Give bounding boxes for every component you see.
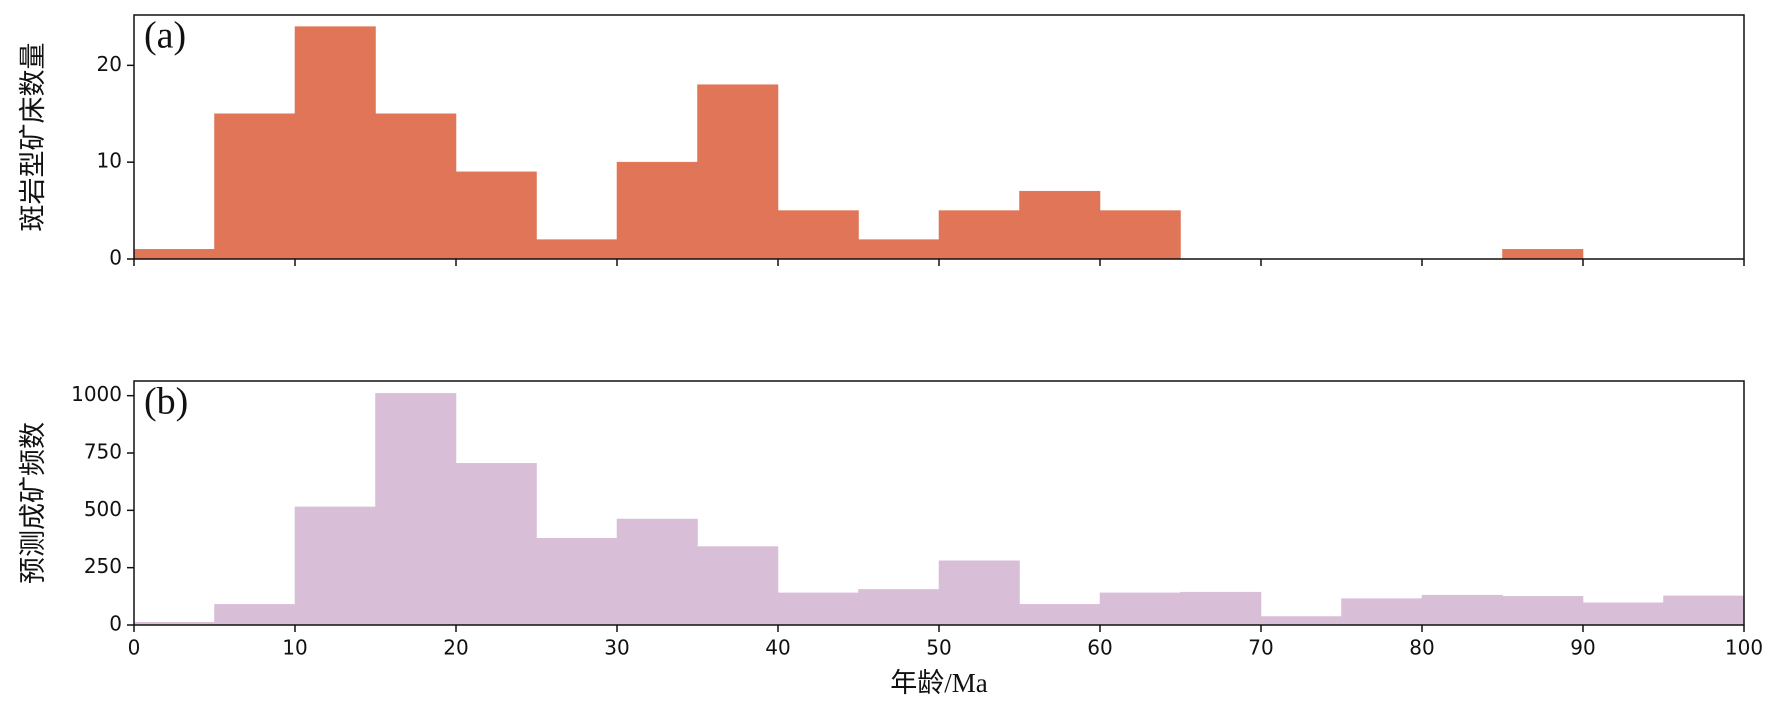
x-tick-label: 100 — [1725, 636, 1763, 660]
y-tick-label: 500 — [84, 497, 122, 521]
bar — [536, 239, 618, 260]
x-tick-label: 70 — [1248, 636, 1273, 660]
x-tick-label: 50 — [926, 636, 951, 660]
bar — [1663, 595, 1745, 626]
bar — [697, 546, 779, 626]
y-tick-label: 250 — [84, 554, 122, 578]
y-tick-label: 0 — [109, 612, 122, 636]
bar — [214, 113, 296, 260]
y-tick-label: 10 — [97, 149, 122, 173]
bar — [938, 210, 1020, 260]
panel-label: (a) — [144, 15, 186, 57]
y-tick-label: 1000 — [71, 382, 122, 406]
panel-label: (b) — [144, 381, 188, 423]
bar — [1019, 604, 1101, 626]
bar — [1099, 210, 1181, 260]
y-tick-label: 20 — [97, 52, 122, 76]
x-tick-label: 30 — [604, 636, 629, 660]
bar — [455, 463, 537, 626]
bar — [1421, 594, 1503, 626]
bar — [536, 538, 618, 626]
bar — [777, 210, 859, 260]
bar — [697, 84, 779, 260]
y-tick-label: 0 — [109, 246, 122, 270]
bar — [214, 604, 296, 626]
bar — [1099, 592, 1181, 626]
bar — [375, 393, 457, 626]
x-tick-label: 0 — [128, 636, 141, 660]
y-tick-label: 750 — [84, 440, 122, 464]
bar — [1582, 602, 1664, 626]
y-axis-label: 预测成矿频数 — [18, 422, 48, 584]
bar — [455, 171, 537, 260]
bar — [858, 239, 940, 260]
x-tick-label: 80 — [1409, 636, 1434, 660]
bar — [616, 518, 698, 626]
x-tick-label: 90 — [1570, 636, 1595, 660]
bar — [938, 560, 1020, 626]
bar — [858, 589, 940, 626]
bar — [294, 506, 376, 626]
bar — [1341, 598, 1423, 626]
x-axis-label: 年龄/Ma — [890, 668, 988, 698]
bar — [294, 26, 376, 260]
x-tick-label: 60 — [1087, 636, 1112, 660]
bar — [1260, 616, 1342, 626]
bar — [1502, 249, 1584, 260]
y-axis-label: 斑岩型矿床数量 — [18, 43, 48, 232]
bar — [1502, 596, 1584, 626]
x-tick-label: 20 — [443, 636, 468, 660]
bar — [1019, 190, 1101, 260]
bar — [777, 592, 859, 626]
bar — [133, 249, 215, 260]
x-tick-label: 10 — [282, 636, 307, 660]
bar — [616, 161, 698, 260]
x-tick-label: 40 — [765, 636, 790, 660]
bar — [375, 113, 457, 260]
bar — [1180, 591, 1262, 626]
